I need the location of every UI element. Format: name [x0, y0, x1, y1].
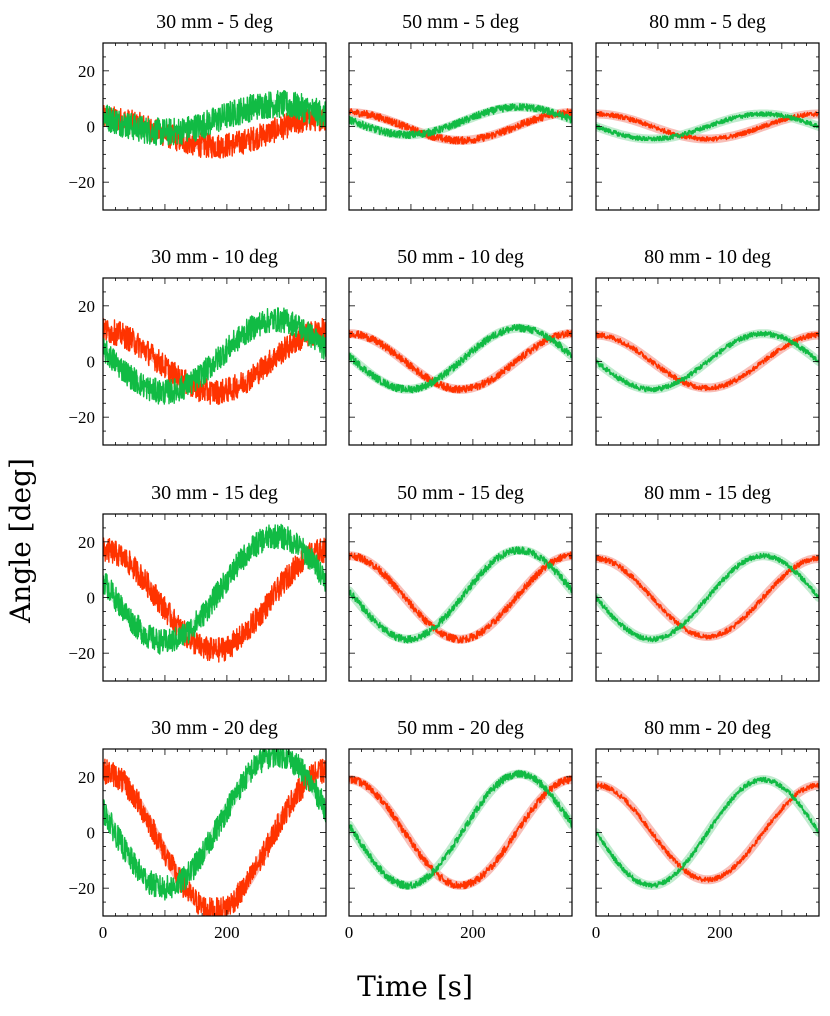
series-green [596, 111, 819, 142]
y-tick-label: 0 [87, 589, 96, 608]
series-green [349, 546, 572, 644]
y-tick-label: 0 [87, 353, 96, 372]
y-tick-label: 20 [78, 62, 95, 81]
panel: 80 mm - 20 deg 0 200 [592, 717, 820, 942]
series-red [349, 775, 572, 890]
series-green [349, 323, 572, 394]
y-tick-label: 0 [87, 824, 96, 843]
x-tick-label: 200 [707, 923, 733, 942]
panel-title: 80 mm - 15 deg [644, 482, 771, 504]
plot-area [596, 329, 819, 394]
panel: 50 mm - 10 deg [348, 246, 573, 446]
x-tick-label: 200 [460, 923, 486, 942]
y-tick-label: −20 [68, 408, 95, 427]
panel-title: 30 mm - 5 deg [156, 11, 273, 33]
series-green [349, 769, 572, 890]
series-green [596, 330, 819, 393]
panel: 80 mm - 10 deg [595, 246, 820, 446]
y-tick-label: −20 [68, 173, 95, 192]
panel-title: 30 mm - 20 deg [151, 717, 278, 739]
y-axis-label: Angle [deg] [0, 458, 40, 623]
y-tick-label: −20 [68, 644, 95, 663]
series-red [349, 108, 572, 145]
y-tick-label: 20 [78, 533, 95, 552]
panel-title: 50 mm - 15 deg [397, 482, 524, 504]
plot-area [349, 102, 572, 145]
series-red [103, 537, 326, 663]
series-red [596, 782, 819, 883]
panel: 30 mm - 15 deg −20 0 20 [68, 482, 327, 682]
panel: 80 mm - 15 deg [595, 482, 820, 682]
panel: 50 mm - 20 deg 0 200 [345, 717, 573, 942]
panel-title: 30 mm - 10 deg [151, 246, 278, 268]
plot-area [596, 109, 819, 144]
series-red [596, 111, 819, 142]
panel: 80 mm - 5 deg [595, 11, 820, 211]
x-tick-label: 0 [345, 923, 354, 942]
y-tick-label: 20 [78, 768, 95, 787]
series-green [103, 307, 326, 405]
series-red [349, 329, 572, 394]
series-green [349, 103, 572, 140]
panel-title: 30 mm - 15 deg [151, 482, 278, 504]
series-green [103, 749, 326, 901]
panel: 30 mm - 10 deg −20 0 20 [68, 246, 327, 446]
panel: 50 mm - 5 deg [348, 11, 573, 211]
panel-title: 50 mm - 5 deg [402, 11, 519, 33]
series-red [103, 317, 326, 406]
plot-area [349, 323, 572, 394]
x-tick-label: 200 [214, 923, 240, 942]
y-tick-label: 0 [87, 118, 96, 137]
plot-area [349, 545, 572, 644]
panel-title: 50 mm - 10 deg [397, 246, 524, 268]
plot-area [103, 90, 326, 159]
plot-area [103, 523, 326, 663]
x-tick-label: 0 [592, 923, 601, 942]
series-green-band [349, 769, 572, 890]
plot-area [349, 769, 572, 890]
panel: 30 mm - 5 deg −20 0 20 [68, 11, 327, 211]
x-tick-label: 0 [99, 923, 108, 942]
x-axis-label: Time [s] [357, 970, 473, 1003]
plot-area [103, 307, 326, 406]
plot-area [596, 551, 819, 644]
panel-title: 50 mm - 20 deg [397, 717, 524, 739]
plot-area [103, 749, 326, 916]
panel-title: 80 mm - 10 deg [644, 246, 771, 268]
panel-title: 80 mm - 20 deg [644, 717, 771, 739]
series-green [103, 523, 326, 655]
series-red [103, 758, 326, 916]
series-green [596, 776, 819, 889]
y-tick-label: −20 [68, 879, 95, 898]
y-axis-label-text: Angle [deg] [3, 457, 37, 623]
panel: 50 mm - 15 deg [348, 482, 573, 682]
series-green [103, 90, 326, 146]
series-red [596, 331, 819, 391]
series-red [596, 555, 819, 640]
panel-title: 80 mm - 5 deg [649, 11, 766, 33]
series-green [596, 552, 819, 643]
plot-area [596, 775, 819, 890]
y-tick-label: 20 [78, 297, 95, 316]
series-red [349, 551, 572, 644]
